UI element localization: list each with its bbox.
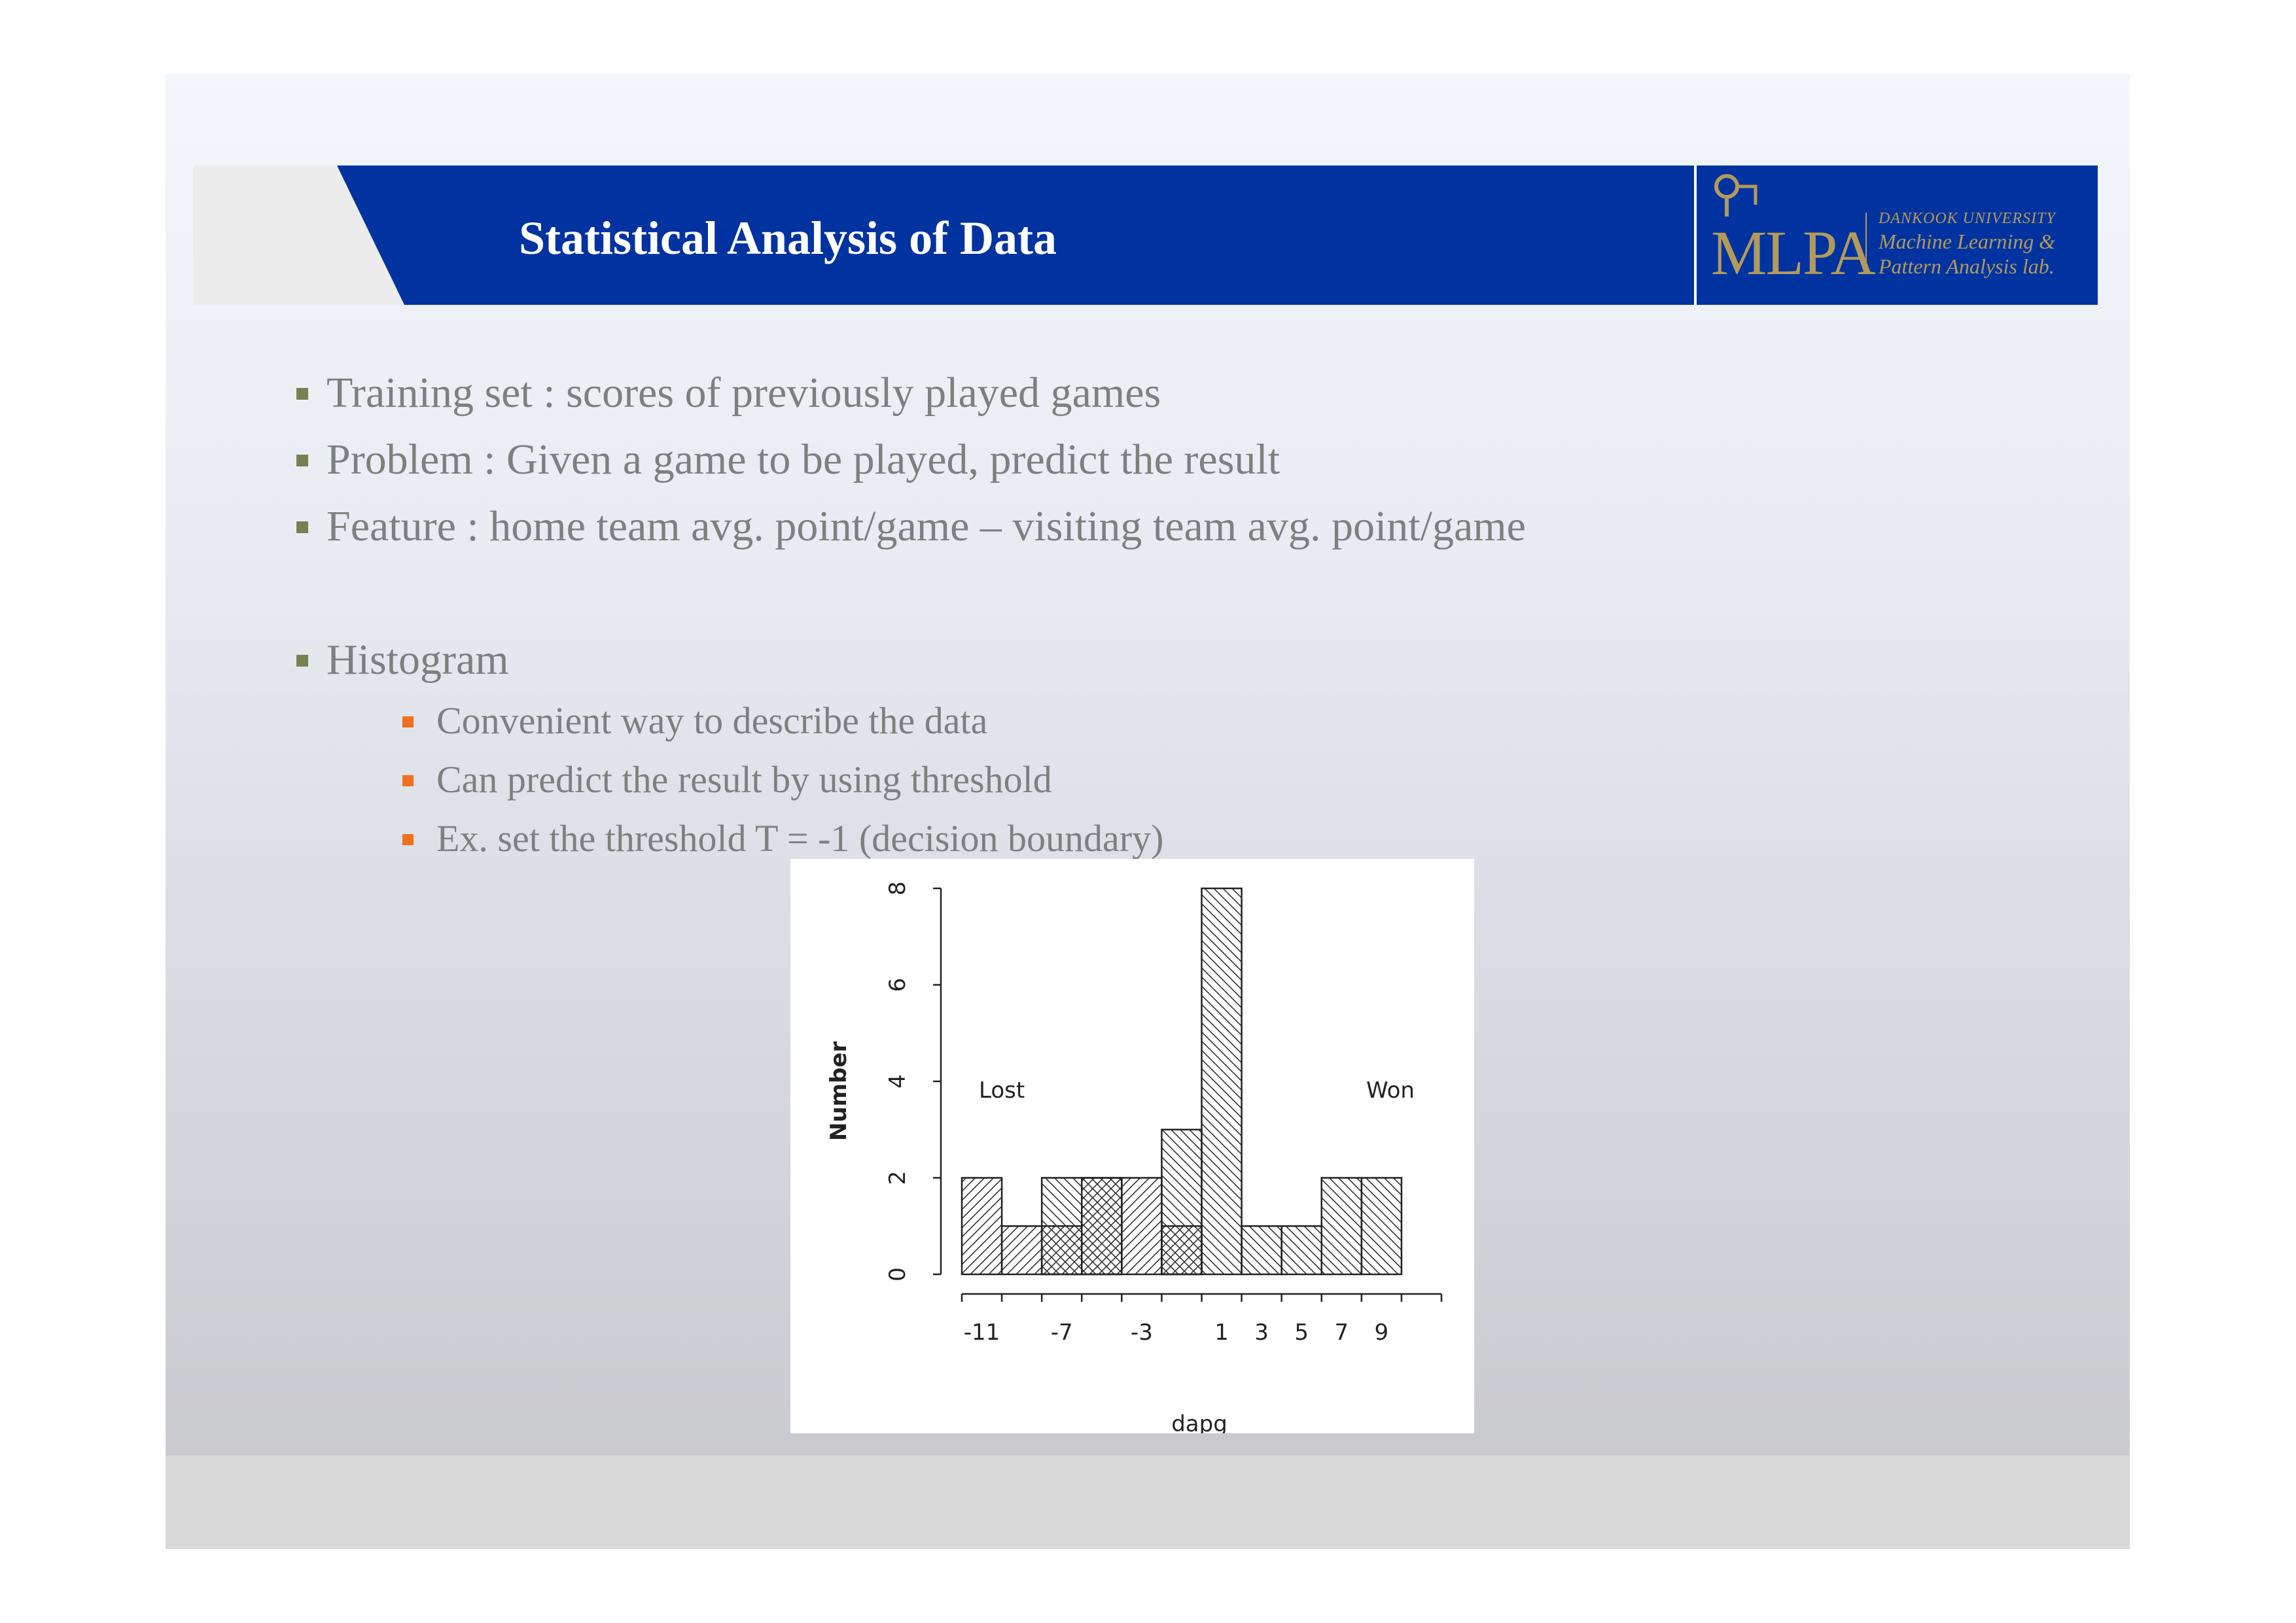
- bar-won-8: [1280, 1225, 1323, 1276]
- annotation-won: Won: [1366, 1077, 1415, 1104]
- x-tick-label--7: -7: [1051, 1319, 1073, 1346]
- bullet-square-icon: [296, 388, 308, 400]
- logo-lab-line1: Machine Learning &: [1879, 230, 2056, 253]
- logo-university: DANKOOK UNIVERSITY: [1879, 210, 2056, 227]
- sub-bullet-square-icon: [402, 775, 414, 786]
- slide-title: Statistical Analysis of Data: [519, 212, 1057, 264]
- bar-won-7: [1241, 1225, 1282, 1276]
- logo-mark: MLPA: [1711, 218, 1876, 288]
- bullet-histogram: Histogram: [296, 635, 509, 685]
- bullet-feature: Feature : home team avg. point/game – vi…: [296, 502, 1526, 551]
- sub-bullet-square-icon: [402, 716, 414, 727]
- header-bar: [337, 166, 2098, 305]
- logo-separator: [1865, 213, 1867, 268]
- bar-lost-4: [1121, 1177, 1163, 1276]
- sub-bullet-square-icon: [402, 834, 414, 845]
- bullet-problem: Problem : Given a game to be played, pre…: [296, 435, 1280, 485]
- x-tick-label-3: 3: [1254, 1319, 1269, 1346]
- logo-lab-line2: Pattern Analysis lab.: [1879, 254, 2055, 278]
- bar-won-9: [1320, 1177, 1363, 1276]
- x-tick-label-1: 1: [1214, 1319, 1229, 1346]
- y-tick-label-8: 8: [885, 881, 911, 896]
- x-tick-label--11: -11: [964, 1319, 1000, 1346]
- y-tick-label-4: 4: [885, 1074, 911, 1089]
- logo-background: [1697, 166, 2098, 305]
- y-tick-label-0: 0: [885, 1267, 911, 1282]
- bar-lost-1: [1000, 1225, 1043, 1276]
- bar-won-6: [1201, 887, 1243, 1276]
- footer-band: [166, 1456, 2130, 1549]
- bullet-square-icon: [296, 521, 308, 533]
- annotation-lost: Lost: [979, 1077, 1025, 1104]
- y-axis-label: Number: [826, 1041, 852, 1141]
- header-divider: [1694, 166, 1697, 305]
- x-tick-label-9: 9: [1375, 1319, 1389, 1346]
- histogram-svg: 0 2 4 6 8 -11 -7 -3 1 3 5 7 9 Lost Won dapg Number: [826, 881, 1443, 1433]
- x-axis-label: dapg: [1171, 1411, 1227, 1433]
- sub-bullet-predict: Can predict the result by using threshol…: [402, 758, 1052, 801]
- x-tick-label-5: 5: [1294, 1319, 1309, 1346]
- bullet-training-set: Training set : scores of previously play…: [296, 368, 1161, 418]
- x-tick-label-7: 7: [1334, 1319, 1349, 1346]
- bar-won-10: [1360, 1177, 1403, 1276]
- bullet-square-icon: [296, 455, 308, 466]
- bar-lost-0: [961, 1177, 1003, 1276]
- y-tick-label-6: 6: [885, 978, 911, 992]
- logo-emblem-icon: [1714, 174, 1757, 217]
- x-tick-label--3: -3: [1131, 1319, 1153, 1346]
- bar-won-5: [1161, 1128, 1203, 1276]
- y-tick-label-2: 2: [885, 1171, 911, 1185]
- sub-bullet-threshold: Ex. set the threshold T = -1 (decision b…: [402, 816, 1163, 860]
- mlpa-logo: MLPA DANKOOK UNIVERSITY Machine Learning…: [1694, 166, 2098, 305]
- histogram-chart: 0 2 4 6 8 -11 -7 -3 1 3 5 7 9 Lost Won dapg Number: [790, 859, 1474, 1433]
- bullet-square-icon: [296, 655, 308, 667]
- sub-bullet-describe: Convenient way to describe the data: [402, 699, 987, 742]
- slide: Statistical Analysis of Data MLPA DANKOO…: [166, 74, 2130, 1549]
- header-blue-band: [337, 166, 1694, 305]
- bar-won-2: [1040, 1177, 1083, 1276]
- bar-won-3: [1081, 1177, 1123, 1276]
